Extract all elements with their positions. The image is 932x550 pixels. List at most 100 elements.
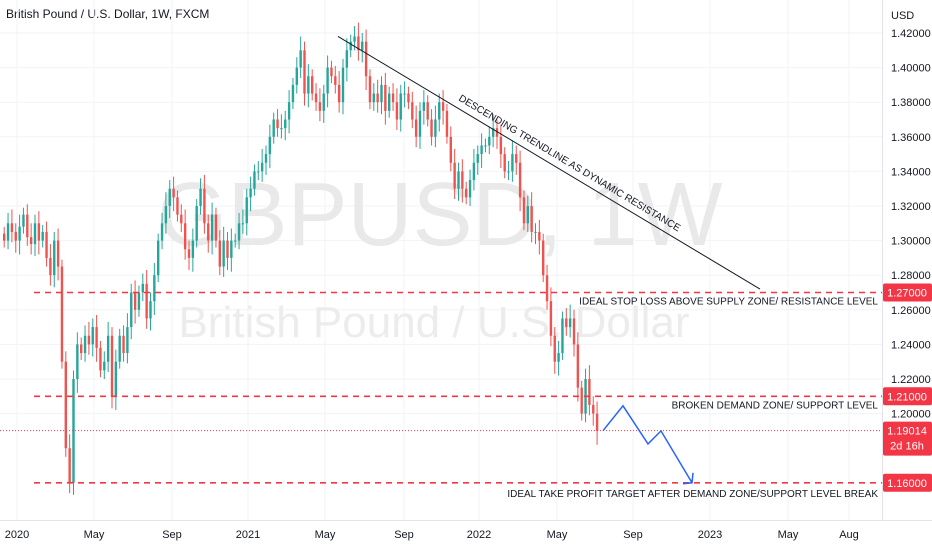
candle-body: [299, 50, 302, 68]
candle-body: [468, 180, 472, 198]
candle-body: [33, 223, 37, 245]
candle-body: [476, 154, 479, 163]
candle-body: [361, 41, 364, 51]
time-tick-label: May: [315, 529, 336, 541]
time-tick-label: 2021: [236, 529, 260, 541]
price-tick-label: 1.40000: [891, 63, 931, 75]
price-tick-label: 1.38000: [891, 97, 931, 109]
candle-body: [172, 188, 175, 198]
candle-body: [434, 119, 437, 137]
candle-body: [357, 36, 360, 51]
candle-body: [418, 110, 422, 137]
candle-body: [414, 119, 418, 137]
candle-body: [384, 84, 387, 111]
descending-trendline[interactable]: [337, 36, 761, 290]
candle-body: [545, 275, 549, 302]
candle-body: [207, 223, 210, 241]
price-tick-label: 1.20000: [891, 409, 931, 421]
candle-body: [164, 206, 168, 224]
candle-body: [511, 154, 514, 172]
candle-body: [237, 223, 241, 241]
candle-body: [484, 145, 487, 147]
candle-body: [345, 50, 349, 68]
candle-body: [60, 266, 64, 362]
price-axis[interactable]: USD 1.42000 1.40000 1.38000 1.36000 1.34000 1…: [882, 0, 931, 520]
candle-body: [168, 188, 171, 206]
candle-body: [103, 361, 106, 371]
candle-body: [118, 335, 121, 362]
time-tick-label: Sep: [623, 529, 643, 541]
candle-body: [314, 93, 318, 103]
candle-body: [130, 292, 133, 328]
candlestick-series: [3, 22, 599, 495]
price-axis-unit: USD: [891, 10, 914, 22]
candle-body: [141, 283, 144, 293]
projected-path[interactable]: [602, 404, 693, 484]
candle-body: [260, 162, 264, 172]
candle-body: [91, 327, 94, 345]
candle-body: [137, 292, 141, 310]
candle-body: [18, 226, 21, 241]
candle-body: [149, 301, 152, 319]
candle-body: [542, 240, 545, 276]
candle-body: [411, 102, 414, 120]
price-tick-label: 1.34000: [891, 166, 931, 178]
candle-body: [72, 379, 75, 483]
candle-body: [187, 249, 191, 258]
candle-body: [234, 240, 237, 242]
candle-body: [441, 102, 445, 111]
candle-body: [83, 335, 87, 354]
candle-body: [160, 223, 164, 241]
candle-body: [257, 171, 260, 173]
candle-body: [230, 240, 233, 258]
candle-body: [153, 275, 156, 302]
candle-body: [49, 257, 52, 276]
candle-body: [349, 41, 352, 51]
candle-body: [457, 171, 460, 189]
candle-body: [14, 231, 17, 241]
candle-body: [480, 145, 483, 155]
projected-path-arrowhead: [682, 472, 694, 485]
candle-body: [29, 237, 33, 245]
candle-body: [380, 84, 383, 103]
candle-body: [99, 347, 102, 371]
candle-body: [549, 301, 553, 336]
candle-body: [241, 223, 245, 225]
candle-body: [287, 102, 291, 120]
candle-body: [68, 448, 71, 483]
price-tick-label: 1.26000: [891, 305, 931, 317]
candle-body: [176, 197, 179, 215]
chart-title: British Pound / U.S. Dollar, 1W, FXCM: [6, 7, 210, 21]
candle-body: [337, 84, 341, 103]
watermark-name: British Pound / U.S. Dollar: [178, 298, 689, 347]
candle-body: [195, 206, 198, 241]
candle-body: [218, 240, 221, 267]
candle-body: [76, 344, 79, 379]
time-tick-label: 2020: [5, 529, 29, 541]
candle-body: [272, 119, 275, 137]
candle-body: [214, 214, 218, 241]
candle-body: [45, 231, 48, 258]
candle-body: [561, 318, 564, 354]
candle-body: [507, 171, 510, 173]
candle-body: [226, 240, 229, 258]
candle-body: [592, 404, 595, 414]
level-price-tag-text: 1.27000: [887, 288, 927, 300]
candle-body: [491, 128, 495, 137]
candle-body: [80, 344, 83, 354]
level-price-tag-text: 1.21000: [887, 391, 927, 403]
candle-body: [530, 206, 533, 232]
candle-body: [553, 335, 556, 362]
candle-body: [157, 240, 160, 276]
candle-body: [576, 344, 580, 388]
level-label: IDEAL TAKE PROFIT TARGET AFTER DEMAND ZO…: [507, 489, 878, 500]
candle-body: [422, 102, 426, 111]
candle-body: [503, 154, 506, 172]
candle-body: [122, 335, 125, 354]
candle-body: [303, 50, 306, 94]
candle-body: [449, 136, 452, 163]
candle-body: [580, 387, 583, 414]
candle-body: [488, 136, 491, 146]
time-axis[interactable]: 2020 May Sep 2021 May Sep 2022 May Sep 2023 May Aug: [0, 520, 932, 542]
